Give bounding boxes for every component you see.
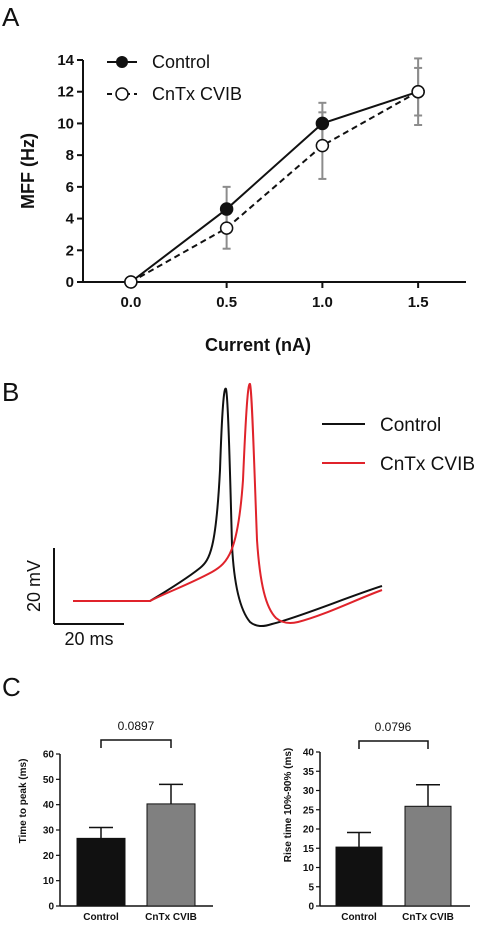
action-potential-traces: Control CnTx CVIB 20 mV 20 ms [24,382,475,649]
ttp-p-value: 0.0897 [118,719,155,733]
mff-x-tick-label: 1.5 [408,294,429,311]
rise-x-tick-label: CnTx CVIB [402,912,454,923]
trace-legend-cntx-label: CnTx CVIB [380,454,475,475]
rise-bar-cntx [404,805,452,907]
rise-bar-control [335,846,383,907]
ttp-x-tick-label: CnTx CVIB [145,912,197,923]
legend-control-marker [116,56,128,68]
panel-label-b: B [2,377,19,407]
ttp-bar-cntx [146,803,196,907]
ttp-y-tick-label: 60 [43,750,55,761]
ttp-y-tick-label: 50 [43,775,55,786]
mff-x-tick-label: 0.0 [120,294,141,311]
ttp-y-tick-label: 0 [48,902,54,913]
rise-y-tick-label: 30 [303,786,315,797]
time-scale-label: 20 ms [64,629,113,649]
mff-y-tick-label: 10 [57,115,74,132]
ttp-y-axis-title: Time to peak (ms) [18,759,29,844]
rise-y-tick-label: 35 [303,767,315,778]
rise-y-axis-title: Rise time 10%-90% (ms) [283,748,294,863]
mff-x-axis-title: Current (nA) [205,335,311,355]
ttp-y-tick-label: 30 [43,826,55,837]
mff-y-tick-label: 6 [66,179,74,196]
ttp-y-tick-label: 40 [43,800,55,811]
mff-y-tick-label: 8 [66,147,74,164]
rise-p-value: 0.0796 [375,720,412,734]
rise-y-tick-label: 40 [303,748,315,759]
ttp-y-tick-label: 10 [43,876,55,887]
ttp-significance-bracket [100,739,172,748]
mff-control-point [315,116,330,131]
mff-cntx-point [411,84,425,99]
panel-label-c: C [2,672,21,702]
rise-time-chart: Rise time 10%-90% (ms) 0.0796 0 5 10 15 20 25… [283,720,470,923]
mff-y-tick-label: 4 [66,211,75,228]
mff-control-line [130,90,419,283]
mff-cntx-point [124,275,138,289]
mff-y-tick-label: 2 [66,242,74,259]
rise-significance-bracket [358,740,429,749]
rise-y-tick-label: 0 [308,902,314,913]
mff-y-tick-label: 0 [66,274,74,291]
trace-legend-control-label: Control [380,415,441,436]
mff-x-tick-label: 0.5 [216,294,237,311]
mff-chart: MFF (Hz) Current (nA) Control CnTx CVIB … [18,52,466,355]
trace-control [73,387,383,628]
rise-x-tick-label: Control [341,912,377,923]
mff-cntx-point [315,138,330,153]
mff-y-axis-title: MFF (Hz) [18,133,38,209]
rise-y-tick-label: 10 [303,863,315,874]
ttp-x-tick-label: Control [83,912,119,923]
mff-x-tick-label: 1.0 [312,294,333,311]
panel-label-a: A [2,2,20,32]
trace-cntx [73,382,383,624]
rise-y-tick-label: 5 [308,882,314,893]
mff-y-tick-label: 14 [57,52,74,69]
rise-y-tick-label: 20 [303,825,315,836]
voltage-scale-label: 20 mV [24,560,44,612]
mff-cntx-point [219,221,234,235]
mff-control-point [219,202,234,216]
time-to-peak-chart: Time to peak (ms) 0.0897 0 10 20 30 40 50 60 Co… [18,719,213,923]
rise-y-tick-label: 25 [303,805,315,816]
mff-y-tick-label: 12 [57,84,74,101]
mff-cntx-line [130,90,419,283]
legend-cntx-label: CnTx CVIB [152,84,242,104]
legend-control-label: Control [152,52,210,72]
rise-y-tick-label: 15 [303,844,315,855]
ttp-bar-control [76,837,126,907]
legend-cntx-marker [115,87,129,101]
ttp-y-tick-label: 20 [43,851,55,862]
